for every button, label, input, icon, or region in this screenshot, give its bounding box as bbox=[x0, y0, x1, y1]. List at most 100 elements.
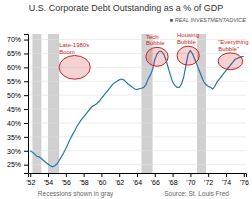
x-tick: '68 bbox=[169, 173, 178, 186]
y-tick-mark bbox=[24, 165, 28, 166]
annotation-ellipse bbox=[177, 46, 199, 65]
x-tick-label: '72 bbox=[204, 179, 213, 186]
y-tick-mark bbox=[24, 81, 28, 82]
y-tick-mark bbox=[24, 109, 28, 110]
x-tick: '64 bbox=[133, 173, 142, 186]
x-tick-label: '56 bbox=[62, 179, 71, 186]
y-tick-mark bbox=[24, 137, 28, 138]
x-tick-label: '54 bbox=[44, 179, 53, 186]
x-axis: '52 '54 '56 '58 '60 '62 '64 '66 '68 '70 '72 '74 '76 bbox=[26, 173, 249, 186]
grid-line bbox=[28, 164, 246, 165]
x-tick-mark bbox=[155, 173, 156, 177]
y-tick: 50% bbox=[7, 92, 28, 99]
x-tick: '74 bbox=[222, 173, 231, 186]
y-tick-label: 55% bbox=[7, 78, 21, 85]
x-tick: '66 bbox=[151, 173, 160, 186]
chart: U.S. Corporate Debt Outstanding as a % o… bbox=[0, 0, 252, 199]
line bbox=[30, 51, 244, 167]
annotation-line: Tech bbox=[146, 34, 159, 40]
y-tick-mark bbox=[24, 53, 28, 54]
y-tick: 45% bbox=[7, 106, 28, 113]
x-tick-label: '66 bbox=[151, 179, 160, 186]
y-tick: 60% bbox=[7, 64, 28, 71]
y-tick-label: 30% bbox=[7, 148, 21, 155]
annotation-line: Housing bbox=[177, 32, 199, 38]
y-tick-label: 25% bbox=[7, 161, 21, 168]
x-tick-mark bbox=[137, 173, 138, 177]
x-tick: '62 bbox=[115, 173, 124, 186]
y-tick: 70% bbox=[7, 36, 28, 43]
x-tick-mark bbox=[244, 173, 245, 177]
y-tick-label: 60% bbox=[7, 64, 21, 71]
grid-line bbox=[28, 95, 246, 96]
plot bbox=[30, 46, 244, 167]
x-tick-mark bbox=[66, 173, 67, 177]
x-tick-mark bbox=[30, 173, 31, 177]
x-tick: '52 bbox=[26, 173, 35, 186]
x-tick: '54 bbox=[44, 173, 53, 186]
grid-line bbox=[28, 109, 246, 110]
x-axis-line bbox=[29, 174, 247, 178]
grid-line bbox=[28, 150, 246, 151]
x-tick-mark bbox=[84, 173, 85, 177]
annotation-label: HousingBubble bbox=[177, 32, 199, 45]
annotation-ellipse bbox=[59, 56, 90, 80]
y-tick-label: 35% bbox=[7, 134, 21, 141]
y-tick-mark bbox=[24, 95, 28, 96]
x-tick: '70 bbox=[186, 173, 195, 186]
x-tick-mark bbox=[173, 173, 174, 177]
x-tick-label: '64 bbox=[133, 179, 142, 186]
x-tick: '58 bbox=[80, 173, 89, 186]
grid bbox=[28, 40, 246, 165]
y-tick: 65% bbox=[7, 50, 28, 57]
annotation-label: "EverythingBubble" bbox=[218, 39, 248, 52]
x-tick-label: '74 bbox=[222, 179, 231, 186]
y-tick: 25% bbox=[7, 161, 28, 168]
x-tick: '60 bbox=[97, 173, 106, 186]
x-tick-mark bbox=[101, 173, 102, 177]
x-tick-mark bbox=[119, 173, 120, 177]
x-tick-mark bbox=[226, 173, 227, 177]
title: U.S. Corporate Debt Outstanding as a % o… bbox=[29, 3, 224, 13]
annotation-label: TechBubble bbox=[146, 34, 165, 47]
logo: ■ REAL INVESTMENTADVICE bbox=[170, 17, 246, 23]
y-tick-mark bbox=[24, 151, 28, 152]
x-tick-label: '58 bbox=[80, 179, 89, 186]
annotation-ellipse bbox=[218, 53, 242, 70]
grid-line bbox=[28, 39, 246, 40]
y-tick-label: 50% bbox=[7, 92, 21, 99]
recession-band bbox=[48, 34, 59, 173]
annotation-line: "Everything bbox=[218, 39, 248, 45]
y-tick-label: 40% bbox=[7, 120, 21, 127]
x-tick-mark bbox=[48, 173, 49, 177]
annotation-ellipse bbox=[146, 47, 168, 66]
y-tick-mark bbox=[24, 67, 28, 68]
y-tick-label: 65% bbox=[7, 50, 21, 57]
y-tick-label: 70% bbox=[7, 36, 21, 43]
x-tick-label: '60 bbox=[97, 179, 106, 186]
y-tick: 30% bbox=[7, 148, 28, 155]
x-tick-label: '52 bbox=[26, 179, 35, 186]
annotation-line: Bubble bbox=[146, 40, 165, 46]
x-tick-label: '68 bbox=[169, 179, 178, 186]
x-tick-label: '62 bbox=[115, 179, 124, 186]
recession-bands bbox=[32, 34, 206, 173]
grid-line bbox=[28, 81, 246, 82]
x-tick-label: '76 bbox=[240, 179, 249, 186]
recession-band bbox=[32, 34, 41, 173]
y-tick-mark bbox=[24, 40, 28, 41]
y-tick-mark bbox=[24, 123, 28, 124]
y-axis: 25% 30% 35% 40% 45% 50% 55% 60% 65% 70% bbox=[7, 35, 29, 174]
y-tick: 40% bbox=[7, 120, 28, 127]
x-tick: '72 bbox=[204, 173, 213, 186]
y-tick: 55% bbox=[7, 78, 28, 85]
x-tick-mark bbox=[208, 173, 209, 177]
x-tick-label: '70 bbox=[186, 179, 195, 186]
x-tick: '56 bbox=[62, 173, 71, 186]
annotation-labels: Late-1980sBoomTechBubbleHousingBubble"Ev… bbox=[59, 32, 249, 54]
recession-note: Recessions shown in gray bbox=[38, 190, 114, 198]
annotation-line: Bubble bbox=[177, 39, 196, 45]
annotation-line: Boom bbox=[59, 49, 75, 55]
y-tick-label: 45% bbox=[7, 106, 21, 113]
annotation-label: Late-1980sBoom bbox=[59, 42, 89, 55]
